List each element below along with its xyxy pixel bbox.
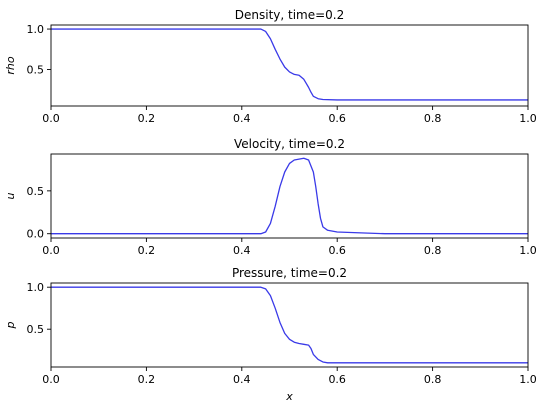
density-title: Density, time=0.2: [235, 8, 345, 22]
density-panel: Density, time=0.2 0.0 0.2 0.4 0.6 0.8 1.0 0.5 1.…: [4, 8, 537, 125]
density-series-line: [51, 28, 528, 101]
pressure-xlabel: x: [285, 390, 293, 403]
pressure-title: Pressure, time=0.2: [232, 266, 347, 280]
velocity-panel: Velocity, time=0.2 0.0 0.2 0.4 0.6 0.8 1.0 0.0 0…: [4, 137, 537, 257]
density-xtick-label: 0.2: [138, 112, 156, 125]
velocity-xtick-label: 1.0: [519, 244, 537, 257]
pressure-xtick-label: 0.6: [328, 373, 346, 386]
pressure-panel: Pressure, time=0.2 0.0 0.2 0.4 0.6 0.8 1.0 0.5 1…: [4, 266, 537, 403]
density-xtick-label: 0.8: [424, 112, 442, 125]
pressure-xtick-label: 1.0: [519, 373, 537, 386]
pressure-ylabel: p: [4, 321, 17, 329]
pressure-axes-frame: [50, 282, 529, 368]
velocity-xtick-label: 0.4: [233, 244, 251, 257]
pressure-xtick-label: 0.0: [42, 373, 60, 386]
velocity-series-line: [51, 157, 528, 235]
velocity-axes-frame: [50, 153, 529, 239]
density-xtick-label: 0.0: [42, 112, 60, 125]
pressure-series-line: [51, 286, 528, 364]
velocity-ylabel: u: [4, 192, 17, 199]
velocity-ytick-label: 0.0: [27, 228, 45, 241]
velocity-ytick-label: 0.5: [27, 185, 45, 198]
density-ylabel: rho: [4, 56, 17, 74]
velocity-xtick-label: 0.2: [138, 244, 156, 257]
velocity-xtick-label: 0.8: [424, 244, 442, 257]
density-ytick-label: 1.0: [27, 23, 45, 36]
pressure-xtick-label: 0.8: [424, 373, 442, 386]
density-axes-frame: [50, 24, 529, 107]
density-xtick-label: 0.4: [233, 112, 251, 125]
density-xtick-label: 1.0: [519, 112, 537, 125]
density-ytick-label: 0.5: [27, 64, 45, 77]
density-xtick-label: 0.6: [328, 112, 346, 125]
velocity-xtick-label: 0.6: [328, 244, 346, 257]
velocity-title: Velocity, time=0.2: [234, 137, 345, 151]
pressure-xtick-label: 0.2: [138, 373, 156, 386]
velocity-xtick-label: 0.0: [42, 244, 60, 257]
pressure-ytick-label: 1.0: [27, 281, 45, 294]
pressure-xtick-label: 0.4: [233, 373, 251, 386]
pressure-ytick-label: 0.5: [27, 323, 45, 336]
